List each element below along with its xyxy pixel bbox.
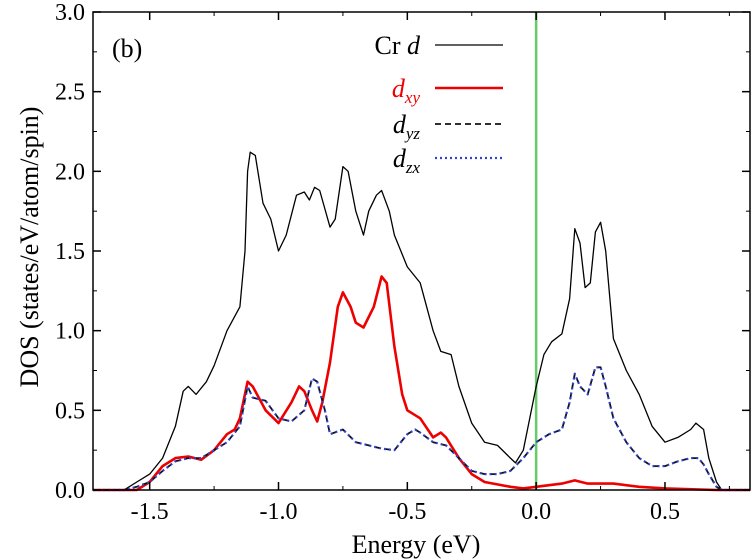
panel-label: (b) — [112, 34, 142, 63]
y-tick-label: 1.5 — [55, 239, 85, 265]
x-tick-label: 0.5 — [650, 499, 680, 525]
series-line-4 — [93, 366, 750, 492]
y-tick-label: 0.0 — [55, 478, 85, 504]
series-line-2 — [93, 275, 750, 492]
y-tick-label: 2.0 — [55, 159, 85, 185]
series-line-1 — [93, 151, 750, 491]
legend-label-4: dzx — [393, 144, 421, 177]
x-tick-label: -1.0 — [260, 499, 298, 525]
x-axis-label: Energy (eV) — [352, 530, 481, 559]
x-tick-label: 0.0 — [521, 499, 551, 525]
y-tick-label: 3.0 — [55, 0, 85, 26]
y-tick-label: 2.5 — [55, 80, 85, 106]
x-tick-label: -0.5 — [388, 499, 426, 525]
series-line-3 — [93, 366, 750, 491]
y-tick-label: 1.0 — [55, 319, 85, 345]
x-tick-label: -1.5 — [131, 499, 169, 525]
legend-label-1: Cr d — [375, 31, 422, 60]
legend-label-3: dyz — [393, 110, 421, 143]
y-tick-label: 0.5 — [55, 398, 85, 424]
legend-label-2: dxy — [392, 74, 421, 107]
y-axis-label: DOS (states/eV/atom/spin) — [15, 107, 44, 388]
